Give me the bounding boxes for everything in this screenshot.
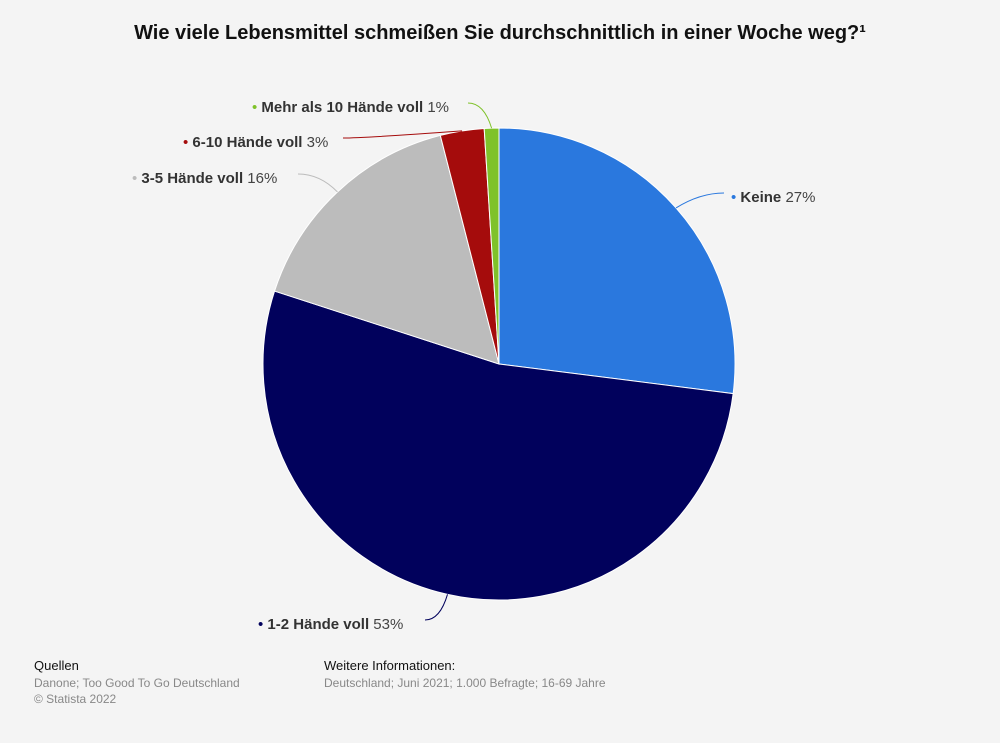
legend-bullet-icon: • (731, 189, 740, 206)
slice-name: 3-5 Hände voll (141, 170, 243, 187)
slice-value: 53% (369, 616, 403, 633)
pie-chart: • Keine 27%• 1-2 Hände voll 53%• 3-5 Hän… (132, 99, 815, 633)
info-text: Deutschland; Juni 2021; 1.000 Befragte; … (324, 676, 606, 690)
copyright-text: © Statista 2022 (34, 692, 117, 706)
slice-label-1: • Keine 27% (731, 189, 815, 206)
pie-slice-1[interactable] (498, 127, 736, 395)
slice-name: 1-2 Hände voll (267, 616, 369, 633)
slice-value: 16% (243, 170, 277, 187)
leader-line-5 (467, 102, 493, 129)
slice-value: 1% (423, 99, 449, 116)
slice-name: 6-10 Hände voll (192, 134, 302, 151)
legend-bullet-icon: • (252, 99, 261, 116)
slice-label-4: • 6-10 Hände voll 3% (183, 134, 328, 151)
pie-slice-3[interactable] (273, 134, 500, 365)
chart-title: Wie viele Lebensmittel schmeißen Sie dur… (134, 22, 866, 44)
legend-bullet-icon: • (132, 170, 141, 187)
leader-line-3 (297, 173, 338, 193)
info-heading: Weitere Informationen: (324, 658, 456, 673)
pie-slice-5[interactable] (483, 127, 500, 365)
slice-value: 3% (302, 134, 328, 151)
legend-bullet-icon: • (183, 134, 192, 151)
legend-bullet-icon: • (258, 616, 267, 633)
slice-name: Keine (740, 189, 781, 206)
leader-line-2 (424, 594, 448, 621)
leader-line-1 (675, 192, 725, 209)
sources-text: Danone; Too Good To Go Deutschland (34, 676, 240, 690)
slice-label-5: • Mehr als 10 Hände voll 1% (252, 99, 449, 116)
slice-name: Mehr als 10 Hände voll (261, 99, 423, 116)
leader-line-4 (342, 130, 463, 139)
slice-label-2: • 1-2 Hände voll 53% (258, 616, 403, 633)
sources-heading: Quellen (34, 658, 79, 673)
slice-value: 27% (781, 189, 815, 206)
slice-label-3: • 3-5 Hände voll 16% (132, 170, 277, 187)
